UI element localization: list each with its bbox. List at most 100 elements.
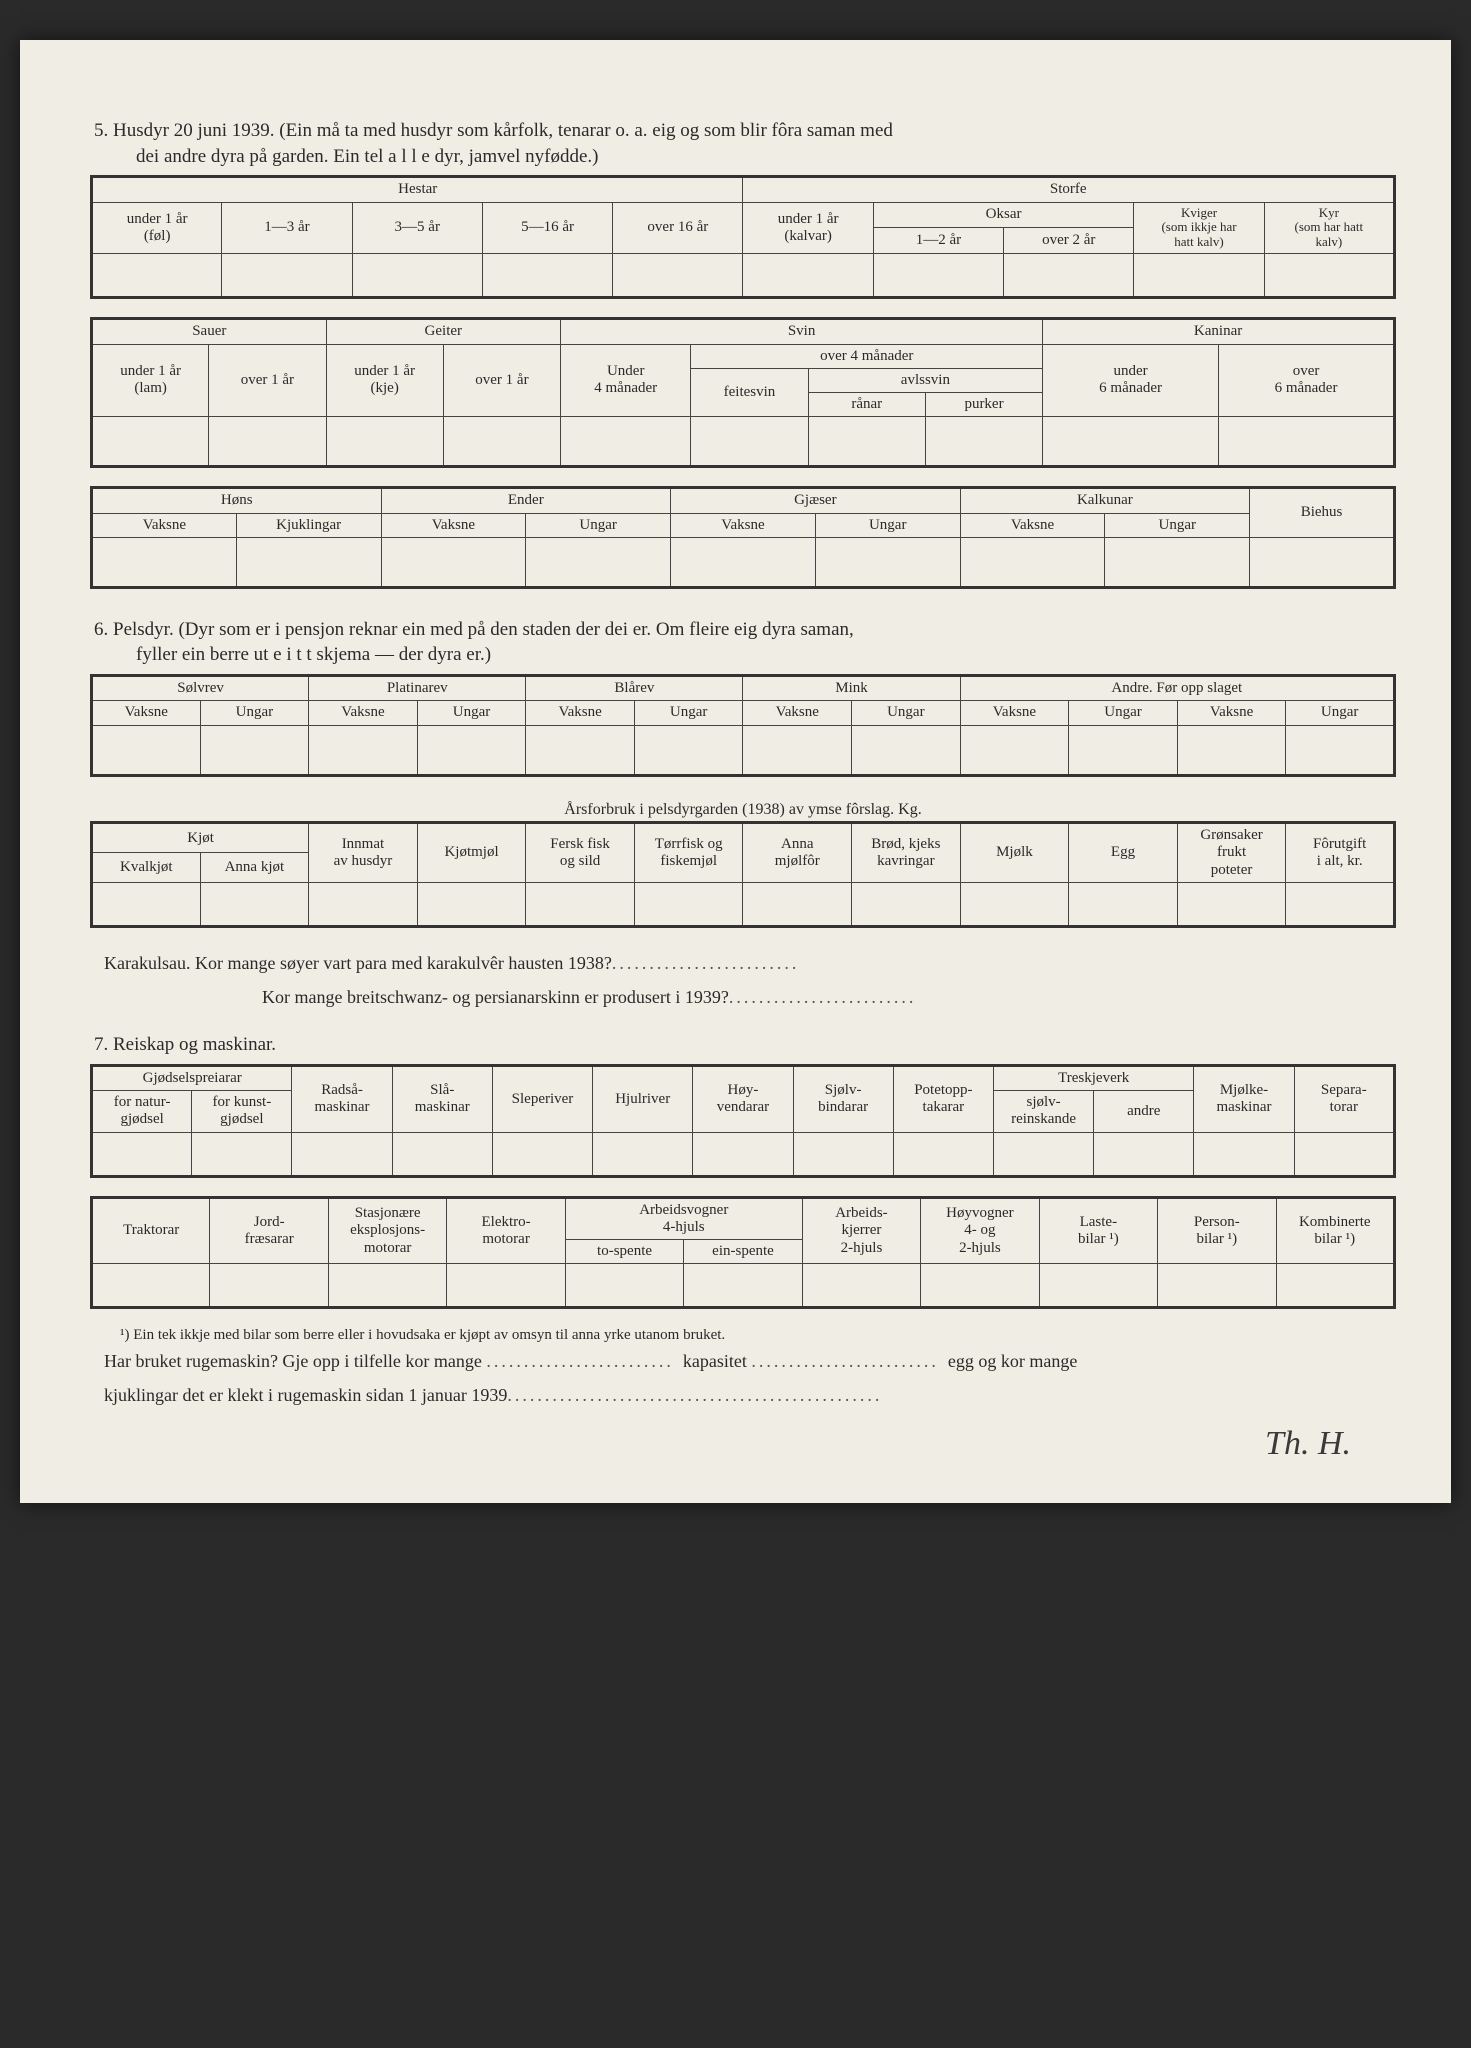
cell[interactable] [92, 882, 201, 926]
cell[interactable] [802, 1264, 920, 1308]
cell[interactable] [691, 417, 808, 467]
cell[interactable] [743, 254, 873, 298]
cell[interactable] [1094, 1132, 1194, 1176]
h-annamj: Anna mjølfôr [743, 823, 852, 883]
cell[interactable] [634, 725, 743, 775]
cell[interactable] [309, 882, 418, 926]
h-hjul: Hjulriver [593, 1065, 693, 1132]
c: Ungar [417, 701, 526, 725]
hdr-biehus: Biehus [1250, 488, 1395, 538]
cell[interactable] [960, 725, 1069, 775]
cell[interactable] [1194, 1132, 1294, 1176]
cell[interactable] [92, 537, 237, 587]
cell[interactable] [328, 1264, 446, 1308]
cell[interactable] [92, 725, 201, 775]
cell[interactable] [1286, 882, 1395, 926]
cell[interactable] [565, 1264, 683, 1308]
cell[interactable] [352, 254, 482, 298]
cell[interactable] [1276, 1264, 1394, 1308]
cell[interactable] [526, 725, 635, 775]
e-ungar: Ungar [526, 513, 671, 537]
cell[interactable] [1134, 254, 1264, 298]
cell[interactable] [1294, 1132, 1394, 1176]
sec6-l1: Pelsdyr. (Dyr som er i pensjon reknar ei… [113, 619, 854, 640]
cell[interactable] [236, 537, 381, 587]
cell[interactable] [1043, 417, 1219, 467]
cell[interactable] [1158, 1264, 1276, 1308]
cell[interactable] [526, 882, 635, 926]
hdr-hestar: Hestar [92, 177, 743, 202]
cell[interactable] [873, 254, 1003, 298]
cell[interactable] [921, 1264, 1039, 1308]
cell[interactable] [852, 725, 961, 775]
cell[interactable] [417, 725, 526, 775]
cell[interactable] [392, 1132, 492, 1176]
cell[interactable] [1286, 725, 1395, 775]
cell[interactable] [693, 1132, 793, 1176]
cell[interactable] [1219, 417, 1395, 467]
cell[interactable] [1264, 254, 1394, 298]
cell[interactable] [492, 1132, 592, 1176]
cell[interactable] [200, 725, 309, 775]
cell[interactable] [593, 1132, 693, 1176]
cell[interactable] [561, 417, 691, 467]
cell[interactable] [960, 537, 1105, 587]
h-traktor: Traktorar [92, 1197, 210, 1264]
cell[interactable] [309, 725, 418, 775]
cell[interactable] [671, 537, 816, 587]
cell[interactable] [1177, 725, 1286, 775]
g-ungar: Ungar [815, 513, 960, 537]
cell[interactable] [92, 417, 209, 467]
cell[interactable] [634, 882, 743, 926]
cell[interactable] [417, 882, 526, 926]
cell[interactable] [526, 537, 671, 587]
cell[interactable] [92, 1132, 192, 1176]
cell[interactable] [192, 1132, 292, 1176]
cell[interactable] [960, 882, 1069, 926]
cell[interactable] [1069, 882, 1178, 926]
s-oo2: over 2 år [1004, 228, 1134, 254]
cell[interactable] [815, 537, 960, 587]
cell[interactable] [743, 725, 852, 775]
hdr-ender: Ender [381, 488, 671, 513]
rugemaskin-line2: kjuklingar det er klekt i rugemaskin sid… [104, 1378, 1396, 1412]
cell[interactable] [793, 1132, 893, 1176]
h-arbv: Arbeidsvogner 4-hjuls [565, 1197, 802, 1240]
hdr-kalkunar: Kalkunar [960, 488, 1250, 513]
cell[interactable] [381, 537, 526, 587]
cell[interactable] [292, 1132, 392, 1176]
cell[interactable] [443, 417, 560, 467]
karakul-line1: Karakulsau. Kor mange søyer vart para me… [104, 946, 1396, 980]
cell[interactable] [852, 882, 961, 926]
cell[interactable] [743, 882, 852, 926]
cell[interactable] [1105, 537, 1250, 587]
cell[interactable] [893, 1132, 993, 1176]
c: Ungar [1069, 701, 1178, 725]
h-gron: Grønsaker frukt poteter [1177, 823, 1286, 883]
cell[interactable] [326, 417, 443, 467]
cell[interactable] [222, 254, 352, 298]
cell[interactable] [993, 1132, 1093, 1176]
cell[interactable] [1039, 1264, 1157, 1308]
cell[interactable] [1069, 725, 1178, 775]
cell[interactable] [92, 254, 222, 298]
hdr-solvrev: Sølvrev [92, 676, 309, 701]
cell[interactable] [684, 1264, 802, 1308]
cell[interactable] [482, 254, 612, 298]
sv-avl: avlssvin [808, 368, 1043, 392]
cell[interactable] [808, 417, 925, 467]
cell[interactable] [1004, 254, 1134, 298]
hdr-kaninar: Kaninar [1043, 319, 1395, 344]
h-laste: Laste- bilar ¹) [1039, 1197, 1157, 1264]
cell[interactable] [613, 254, 743, 298]
cell[interactable] [1177, 882, 1286, 926]
cell[interactable] [925, 417, 1042, 467]
cell[interactable] [447, 1264, 565, 1308]
cell[interactable] [210, 1264, 328, 1308]
cell[interactable] [200, 882, 309, 926]
cell[interactable] [209, 417, 326, 467]
cell[interactable] [1250, 537, 1395, 587]
h-ein: ein-spente [684, 1240, 802, 1264]
cell[interactable] [92, 1264, 210, 1308]
g-vaksne: Vaksne [671, 513, 816, 537]
